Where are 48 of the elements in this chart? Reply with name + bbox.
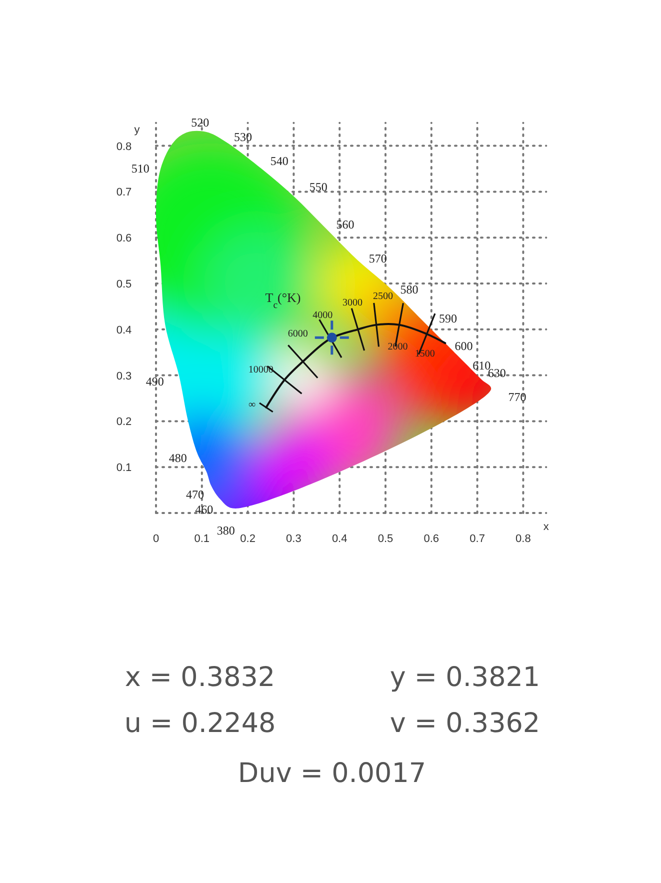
text: x = 0.3832 [124,662,276,693]
y-axis-title: y [134,124,140,136]
annotation: 480 [168,451,187,466]
annotation: 2500 [372,291,393,302]
annotation: 2000 [388,341,408,352]
x-tick-label: 0 [152,533,160,545]
x-tick-label: 0.7 [470,533,485,545]
annotation: 590 [439,311,458,326]
x-tick-label: 0.4 [332,533,348,545]
y-tick-label: 0.7 [116,186,132,199]
x-tick-label: 0.2 [240,533,256,545]
annotation: 580 [400,282,418,297]
x-tick-label: 0.5 [378,533,394,545]
annotation: 470 [186,487,204,502]
x-tick-label: 0.1 [194,533,210,545]
annotation: ∞ [248,400,256,410]
x-tick-label: 0.6 [424,533,440,545]
x-tick-label: 0.3 [286,533,302,545]
x-axis-title: x [543,521,550,533]
y-tick-label: 0.8 [116,140,132,153]
annotation: 520 [191,115,210,130]
y-tick-label: 0.1 [116,462,132,474]
annotation: 600 [454,339,473,354]
annotation: T$_{c}$(°K) [265,290,301,310]
text: y = 0.3821 [390,662,540,693]
y-tick-label: 0.6 [116,232,132,245]
annotation: 540 [270,154,288,168]
annotation: 560 [336,217,354,232]
text: v = 0.3362 [390,708,540,739]
x-tick-label: 0.8 [516,533,531,545]
text: u = 0.2248 [124,708,276,739]
annotation: 550 [309,180,328,194]
y-tick-label: 0.4 [116,324,132,336]
y-tick-label: 0.3 [116,370,132,382]
text: Duv = 0.0017 [238,758,426,789]
annotation: 770 [508,390,526,404]
annotation: 4000 [312,310,333,322]
annotation: 460 [195,502,214,516]
annotation: 10000 [248,364,274,376]
annotation: 490 [146,374,164,389]
annotation: 380 [216,524,235,538]
y-tick-label: 0.5 [116,278,132,290]
annotation: 530 [234,130,252,144]
annotation: 3000 [342,298,363,309]
y-tick-label: 0.2 [116,416,132,428]
annotation: 570 [368,251,387,266]
annotation: 510 [131,162,150,176]
annotation: 6000 [288,328,308,340]
